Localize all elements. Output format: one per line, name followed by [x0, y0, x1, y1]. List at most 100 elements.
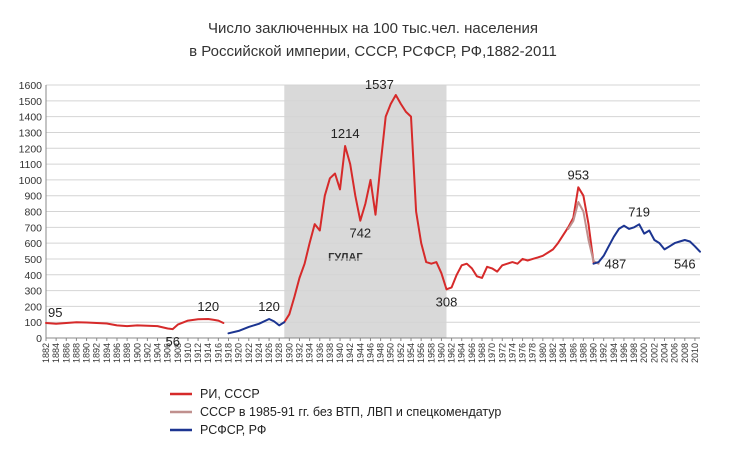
- y-tick-label: 1300: [19, 127, 43, 139]
- x-tick-label: 2008: [680, 343, 690, 363]
- data-label: 1537: [365, 77, 394, 92]
- data-label: 56: [166, 334, 180, 349]
- x-tick-label: 1942: [345, 343, 355, 363]
- x-tick-label: 1960: [436, 343, 446, 363]
- x-tick-label: 1890: [82, 343, 92, 363]
- legend-label-2: СССР в 1985-91 гг. без ВТП, ЛВП и спецко…: [200, 405, 501, 419]
- x-tick-label: 1920: [234, 343, 244, 363]
- x-tick-label: 1900: [132, 343, 142, 363]
- legend-label-1: РИ, СССР: [200, 387, 260, 401]
- x-tick-label: 1924: [254, 343, 264, 363]
- x-tick-label: 1964: [457, 343, 467, 363]
- x-tick-label: 1910: [183, 343, 193, 363]
- x-tick-label: 1950: [386, 343, 396, 363]
- y-tick-label: 200: [24, 301, 42, 313]
- data-label: 1214: [331, 126, 360, 141]
- x-tick-label: 1908: [173, 343, 183, 363]
- x-tick-label: 1946: [365, 343, 375, 363]
- x-tick-label: 1978: [528, 343, 538, 363]
- series-line-3: [227, 318, 286, 335]
- x-tick-label: 2004: [660, 343, 670, 363]
- x-tick-label: 1988: [578, 343, 588, 363]
- x-tick-label: 2010: [690, 343, 700, 363]
- x-tick-label: 1918: [224, 343, 234, 363]
- x-tick-label: 1972: [497, 343, 507, 363]
- x-tick-label: 1966: [467, 343, 477, 363]
- y-tick-label: 500: [24, 254, 42, 266]
- x-tick-label: 1902: [142, 343, 152, 363]
- x-tick-label: 1916: [213, 343, 223, 363]
- y-tick-label: 1600: [19, 80, 43, 92]
- y-tick-label: 400: [24, 270, 42, 282]
- x-tick-label: 1954: [406, 343, 416, 363]
- x-tick-label: 1976: [518, 343, 528, 363]
- x-tick-label: 1998: [629, 343, 639, 363]
- x-tick-label: 2002: [649, 343, 659, 363]
- x-tick-label: 1892: [92, 343, 102, 363]
- data-label: 308: [436, 294, 458, 309]
- x-tick-label: 1926: [264, 343, 274, 363]
- data-label: 546: [674, 257, 696, 272]
- x-tick-label: 1990: [589, 343, 599, 363]
- x-tick-label: 1970: [487, 343, 497, 363]
- y-tick-label: 900: [24, 191, 42, 203]
- data-label: 953: [567, 167, 589, 182]
- x-tick-label: 1912: [193, 343, 203, 363]
- x-tick-label: 1934: [305, 343, 315, 363]
- y-tick-label: 1100: [19, 159, 42, 171]
- data-label: 487: [605, 257, 627, 272]
- series-line-2: [567, 201, 600, 265]
- chart-legend: РИ, СССР СССР в 1985-91 гг. без ВТП, ЛВП …: [170, 387, 501, 437]
- x-tick-label: 1906: [163, 343, 173, 363]
- y-tick-label: 1200: [19, 143, 43, 155]
- x-tick-label: 1896: [112, 343, 122, 363]
- x-tick-label: 1944: [355, 343, 365, 363]
- y-tick-label: 100: [24, 317, 42, 329]
- x-tick-label: 1962: [447, 343, 457, 363]
- x-tick-label: 1984: [558, 343, 568, 363]
- x-tick-label: 1968: [477, 343, 487, 363]
- chart-title-line-2: в Российской империи, СССР, РСФСР, РФ,18…: [189, 43, 557, 60]
- x-tick-label: 1994: [609, 343, 619, 363]
- series-line-1: [45, 318, 225, 331]
- annotations-layer: 95 56 120 120 1214 742 1537 308 953 487 719 546: [48, 77, 696, 349]
- y-tick-label: 600: [24, 238, 42, 250]
- x-tick-label: 1904: [153, 343, 163, 363]
- series-line-3: [592, 223, 701, 265]
- y-tick-label: 1400: [19, 112, 43, 124]
- y-tick-labels: 0 100 200 300 400 500 600 700 800 900 1000 1100 1200…: [19, 80, 43, 345]
- series-layer: [45, 94, 701, 335]
- x-tick-label: 1882: [41, 343, 51, 363]
- y-tick-label: 300: [24, 286, 42, 298]
- gulag-band-label: ГУЛАГ: [328, 252, 363, 264]
- chart-title-line-1: Число заключенных на 100 тыс.чел. населе…: [208, 20, 538, 37]
- y-tick-label: 0: [36, 333, 42, 345]
- chart-title: Число заключенных на 100 тыс.чел. населе…: [189, 20, 557, 60]
- x-tick-label: 1992: [599, 343, 609, 363]
- x-tick-label: 1940: [335, 343, 345, 363]
- x-tick-label: 1886: [61, 343, 71, 363]
- x-tick-label: 2006: [670, 343, 680, 363]
- y-tick-label: 700: [24, 222, 42, 234]
- x-tick-label: 2000: [639, 343, 649, 363]
- x-tick-label: 1986: [568, 343, 578, 363]
- series-line-1: [283, 94, 595, 324]
- x-tick-label: 1938: [325, 343, 335, 363]
- x-tick-label: 1914: [203, 343, 213, 363]
- x-tick-label: 1948: [376, 343, 386, 363]
- data-label: 719: [628, 204, 650, 219]
- x-tick-label: 1922: [244, 343, 254, 363]
- x-tick-label: 1930: [284, 343, 294, 363]
- x-tick-label: 1888: [71, 343, 81, 363]
- axis-layer: [45, 85, 700, 339]
- x-tick-label: 1936: [315, 343, 325, 363]
- x-tick-label: 1956: [416, 343, 426, 363]
- y-tick-label: 800: [24, 207, 42, 219]
- x-tick-label: 1894: [102, 343, 112, 363]
- x-tick-label: 1932: [294, 343, 304, 363]
- x-tick-label: 1958: [426, 343, 436, 363]
- data-label: 742: [349, 226, 371, 241]
- x-tick-label: 1996: [619, 343, 629, 363]
- data-label: 95: [48, 305, 62, 320]
